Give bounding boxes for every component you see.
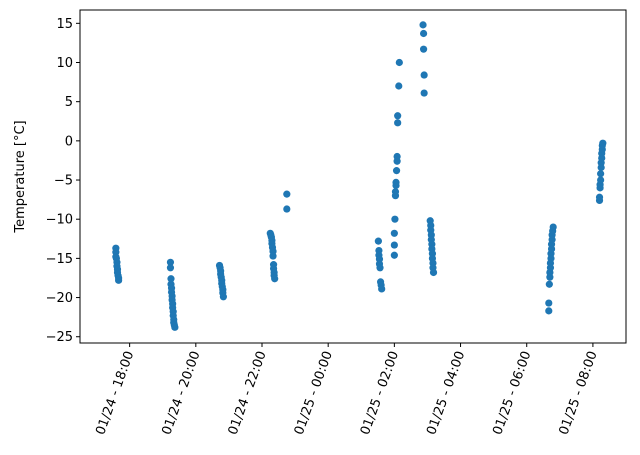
data-point xyxy=(394,112,402,120)
x-tick-label: 01/24 - 18:00 xyxy=(93,349,137,437)
data-point xyxy=(271,275,279,283)
data-point xyxy=(595,193,604,201)
y-tick-label: −25 xyxy=(46,330,73,345)
data-point xyxy=(166,258,175,266)
data-point xyxy=(545,299,553,307)
data-point xyxy=(391,215,399,223)
data-point xyxy=(390,229,398,237)
data-point xyxy=(419,21,427,29)
x-tick-label: 01/24 - 22:00 xyxy=(226,349,270,437)
data-point xyxy=(599,139,607,147)
data-point xyxy=(395,82,403,90)
data-point xyxy=(597,176,605,184)
y-tick-label: 15 xyxy=(56,17,73,32)
y-tick-label: −20 xyxy=(46,291,73,306)
data-point xyxy=(597,170,605,178)
x-tick-label: 01/25 - 00:00 xyxy=(292,349,336,437)
data-point xyxy=(392,178,400,186)
data-point xyxy=(376,264,384,272)
x-tick-label: 01/25 - 02:00 xyxy=(358,349,402,437)
y-tick-label: 5 xyxy=(65,95,73,110)
data-point xyxy=(393,152,401,161)
data-point xyxy=(391,188,400,196)
data-point xyxy=(115,276,123,284)
data-points xyxy=(112,21,607,331)
data-point xyxy=(390,241,398,249)
data-point xyxy=(395,58,403,67)
data-point xyxy=(545,307,553,315)
data-point xyxy=(419,45,428,53)
data-point xyxy=(419,29,428,38)
data-point xyxy=(394,119,402,127)
y-tick-label: 10 xyxy=(56,56,73,71)
y-tick-label: −15 xyxy=(46,252,73,267)
x-tick-label: 01/24 - 20:00 xyxy=(159,349,203,437)
x-tick-label: 01/25 - 06:00 xyxy=(490,349,534,437)
data-point xyxy=(283,205,291,213)
data-point xyxy=(171,323,179,331)
data-point xyxy=(390,251,398,259)
data-point xyxy=(429,268,438,277)
x-tick-label: 01/25 - 08:00 xyxy=(557,349,601,437)
data-point xyxy=(378,285,386,293)
data-point xyxy=(283,190,291,198)
data-point xyxy=(549,223,557,231)
data-point xyxy=(167,275,175,283)
x-tick-label: 01/25 - 04:00 xyxy=(424,349,468,437)
data-point xyxy=(420,89,428,97)
data-point xyxy=(420,71,428,79)
data-point xyxy=(269,252,277,260)
data-point xyxy=(374,237,382,245)
y-axis: −25 −20 −15 −10 −5 0 5 10 15 xyxy=(46,17,80,345)
plot-frame xyxy=(79,9,627,344)
data-point xyxy=(219,293,227,301)
y-axis-label: Temperature [°C] xyxy=(13,120,28,233)
data-point xyxy=(392,167,401,175)
x-axis: 01/24 - 18:00 01/24 - 20:00 01/24 - 22:00 0… xyxy=(93,343,601,437)
data-point xyxy=(166,264,175,272)
y-tick-label: −10 xyxy=(46,213,73,228)
y-tick-label: 0 xyxy=(65,134,73,149)
data-point xyxy=(545,280,553,288)
y-tick-label: −5 xyxy=(54,174,73,189)
